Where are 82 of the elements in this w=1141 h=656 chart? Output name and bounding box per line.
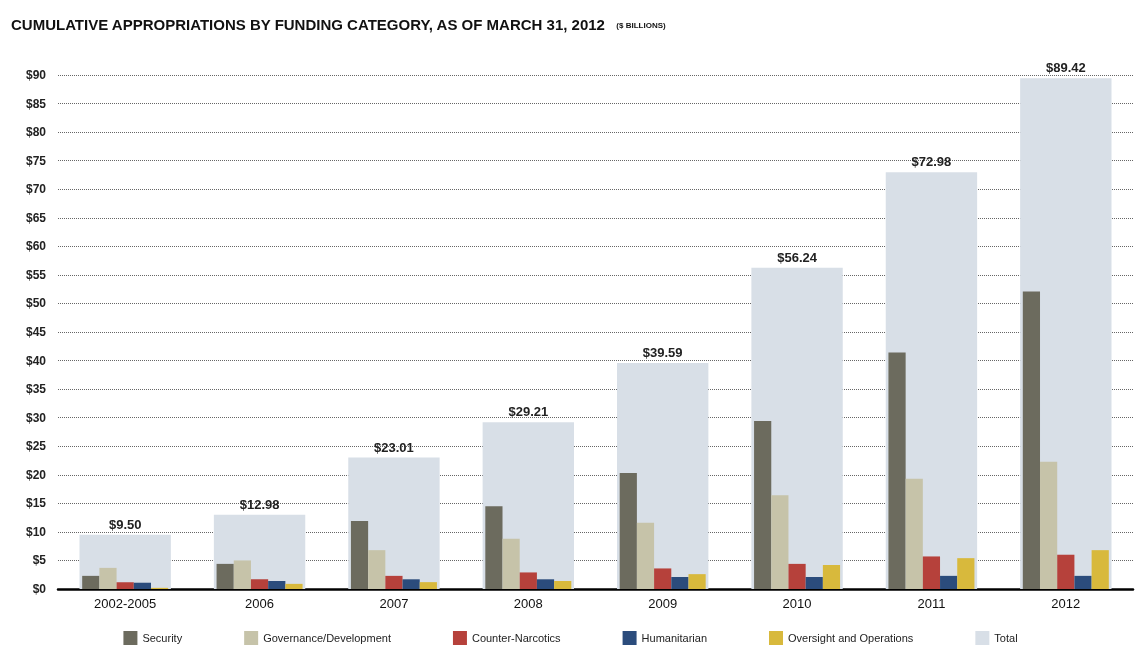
bar — [285, 583, 303, 589]
legend-label: Governance/Development — [263, 632, 391, 644]
bar — [82, 575, 100, 589]
bar — [485, 506, 503, 589]
bar — [754, 421, 772, 589]
x-tick-label: 2002-2005 — [94, 596, 157, 611]
y-tick-label: $70 — [25, 182, 47, 197]
y-tick-label: $35 — [25, 382, 47, 397]
y-tick-label: $65 — [25, 210, 47, 225]
legend-label: Total — [994, 632, 1018, 644]
bar — [805, 577, 823, 589]
y-tick-label: $45 — [25, 325, 47, 339]
x-tick-label: 2007 — [379, 596, 409, 611]
y-tick-label: $80 — [25, 125, 47, 140]
bar — [922, 556, 941, 589]
y-tick-label: $50 — [25, 296, 47, 311]
bar — [554, 581, 572, 589]
bar — [905, 478, 923, 589]
bar — [688, 574, 706, 589]
chart-subtitle: ($ BILLIONS) — [616, 21, 667, 30]
bar — [1022, 291, 1041, 589]
chart-title: CUMULATIVE APPROPRIATIONS BY FUNDING CATEGORY, AS OF MARCH 31, 2012 — [11, 15, 605, 33]
data-label: $12.98 — [239, 496, 280, 512]
bar — [519, 572, 537, 589]
x-tick-label: 2010 — [782, 596, 812, 611]
bar — [888, 352, 906, 589]
bar — [788, 563, 806, 589]
bar — [654, 568, 672, 589]
y-tick-label: $0 — [32, 582, 47, 596]
data-label: $29.21 — [508, 404, 549, 420]
bar — [536, 579, 555, 589]
x-tick-label: 2006 — [245, 596, 275, 611]
y-tick-label: $5 — [32, 553, 47, 568]
data-label: $89.42 — [1045, 60, 1086, 76]
bar — [216, 563, 234, 589]
bar — [233, 560, 251, 589]
bar — [368, 550, 386, 589]
legend-label: Humanitarian — [641, 632, 708, 644]
bar — [636, 522, 655, 589]
legend-label: Security — [142, 632, 183, 644]
bar — [350, 521, 369, 589]
bar — [99, 567, 117, 589]
y-tick-label: $30 — [25, 410, 47, 425]
bar — [268, 581, 286, 589]
y-tick-label: $20 — [25, 467, 47, 482]
bar — [1057, 554, 1075, 589]
data-label: $9.50 — [108, 516, 142, 532]
bar — [1040, 461, 1058, 589]
bar — [133, 582, 151, 589]
y-tick-label: $25 — [25, 439, 47, 454]
bar — [116, 582, 134, 589]
bar — [940, 575, 958, 589]
x-tick-label: 2012 — [1051, 596, 1081, 611]
x-tick-label: 2008 — [513, 596, 543, 611]
y-tick-label: $10 — [25, 524, 47, 539]
data-label: $23.01 — [374, 439, 414, 455]
bar — [419, 582, 437, 589]
bar — [502, 538, 520, 589]
y-tick-label: $40 — [25, 353, 47, 368]
bar — [771, 495, 789, 589]
x-tick-label: 2011 — [917, 596, 946, 611]
bar — [402, 579, 420, 589]
bar — [957, 558, 975, 589]
y-tick-label: $85 — [25, 96, 47, 111]
bar — [385, 575, 403, 589]
y-tick-label: $55 — [25, 267, 47, 282]
bar — [822, 565, 841, 589]
legend-label: Counter-Narcotics — [471, 632, 562, 644]
y-tick-label: $60 — [25, 239, 47, 254]
y-tick-label: $15 — [25, 496, 47, 511]
bar — [1091, 550, 1109, 589]
legend-label: Oversight and Operations — [788, 632, 914, 644]
y-tick-label: $75 — [25, 153, 47, 168]
bar — [619, 473, 637, 589]
bar — [1074, 575, 1092, 589]
y-tick-label: $90 — [25, 68, 47, 82]
data-label: $39.59 — [642, 344, 683, 360]
bar — [250, 579, 269, 589]
data-label: $72.98 — [911, 154, 952, 170]
x-tick-label: 2009 — [648, 596, 678, 611]
bar — [671, 577, 689, 589]
data-label: $56.24 — [777, 249, 818, 265]
